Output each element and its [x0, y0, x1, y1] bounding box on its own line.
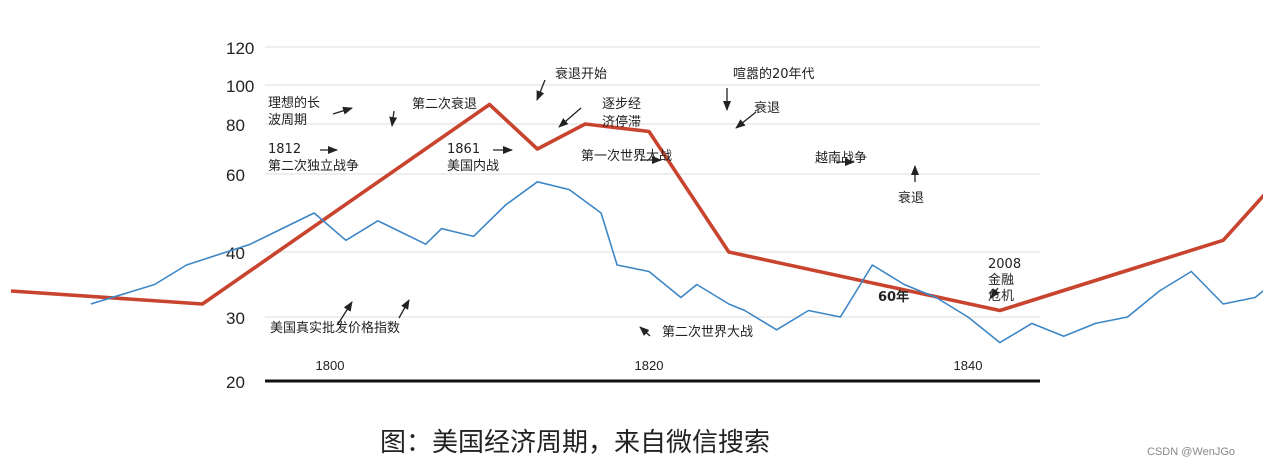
- label-wholesale-price-index: 美国真实批发价格指数: [270, 320, 400, 336]
- y-tick-label: 120: [226, 39, 254, 58]
- watermark: CSDN @WenJGo: [1147, 446, 1235, 458]
- label-60-years: 60年: [878, 289, 909, 305]
- label-ideal-long-wave: 理想的长波周期: [268, 95, 320, 128]
- label-recession-start-line: 衰退开始: [555, 66, 607, 82]
- label-second-recession: 第二次衰退: [412, 96, 477, 112]
- label-1812-war-line: 1812: [268, 142, 301, 157]
- label-1861-civil-war: 1861 美国内战: [447, 142, 499, 174]
- x-tick-label: 1820: [635, 358, 664, 373]
- label-recession-1920s-line: 衰退: [754, 100, 780, 116]
- label-recession-1980s: 衰退: [898, 190, 924, 206]
- annotation-pointer-arrow: [990, 287, 1000, 299]
- figure-caption: 图：美国经济周期，来自微信搜索: [380, 428, 771, 458]
- label-ww1: 第一次世界大战: [581, 148, 672, 164]
- label-roaring-20s: 喧嚣的20年代: [733, 66, 815, 82]
- y-tick-label: 60: [226, 166, 245, 185]
- x-tick-label: 1800: [316, 358, 345, 373]
- y-tick-label: 20: [226, 373, 245, 392]
- label-gradual-stagnation: 逐步经济停滞: [602, 97, 641, 130]
- annotation-pointer-arrow: [332, 106, 353, 115]
- label-2008-crisis-line: 2008: [988, 257, 1021, 272]
- series-line-index: [90, 181, 1263, 344]
- annotation-pointer-arrow: [389, 110, 398, 127]
- label-1812-war: 1812 第二次独立战争: [268, 142, 359, 174]
- label-ww2-line: 第二次世界大战: [662, 324, 753, 340]
- label-recession-1920s: 衰退: [754, 100, 780, 116]
- y-tick-label: 30: [226, 309, 245, 328]
- label-ww1-line: 第一次世界大战: [581, 148, 672, 164]
- annotation-pointer-arrow: [735, 111, 757, 129]
- y-tick-label: 100: [226, 77, 254, 96]
- annotation-pointer-arrow: [639, 326, 651, 337]
- label-2008-crisis-line: 金融: [988, 272, 1014, 288]
- annotation-pointer-arrow: [558, 107, 582, 128]
- label-vietnam-war-line: 越南战争: [815, 150, 867, 166]
- label-recession-1980s-line: 衰退: [898, 190, 924, 206]
- label-gradual-stagnation-line: 济停滞: [602, 114, 641, 130]
- label-second-recession-line: 第二次衰退: [412, 96, 477, 112]
- annotation-pointer-arrow: [398, 299, 410, 319]
- label-1812-war-line: 第二次独立战争: [268, 158, 359, 174]
- label-2008-crisis: 2008 金融危机: [988, 257, 1021, 304]
- annotation-pointer-arrow: [536, 79, 546, 101]
- y-tick-label: 80: [226, 116, 245, 135]
- label-wholesale-price-index-line: 美国真实批发价格指数: [270, 320, 400, 336]
- label-gradual-stagnation-line: 逐步经: [602, 97, 641, 112]
- label-60-years-line: 60年: [878, 289, 909, 305]
- label-ww2: 第二次世界大战: [662, 324, 753, 340]
- series-line-cycle: [10, 102, 1263, 313]
- label-recession-start: 衰退开始: [555, 66, 607, 82]
- x-tick-label: 1840: [954, 358, 983, 373]
- label-vietnam-war: 越南战争: [815, 150, 867, 166]
- label-roaring-20s-line: 喧嚣的20年代: [733, 66, 815, 82]
- label-1861-civil-war-line: 美国内战: [447, 158, 499, 174]
- label-1861-civil-war-line: 1861: [447, 142, 480, 157]
- label-ideal-long-wave-line: 波周期: [268, 113, 307, 128]
- annotation-pointer-arrow: [337, 301, 353, 325]
- y-tick-label: 40: [226, 244, 245, 263]
- label-ideal-long-wave-line: 理想的长: [268, 95, 320, 111]
